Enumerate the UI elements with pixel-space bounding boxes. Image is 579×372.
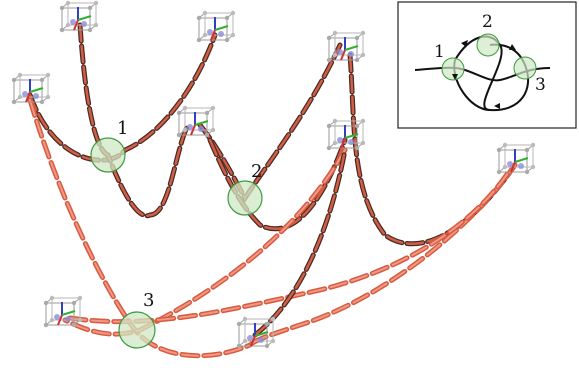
inset-label-1: 1 [434, 42, 445, 62]
strand-c-highlight [198, 43, 342, 201]
cube-module-3 [325, 29, 367, 64]
strand-g-highlight [64, 149, 346, 336]
crossing-label-2: 2 [251, 161, 262, 182]
strand-h-highlight [249, 164, 516, 346]
inset-crossing-3 [513, 56, 537, 80]
cube-module-6 [325, 117, 367, 152]
strand-h [247, 162, 518, 348]
crossing-marker-3 [118, 311, 156, 349]
strand-g [62, 147, 348, 337]
inset-frame [397, 1, 577, 129]
crossing-markers [90, 137, 263, 349]
cube-module-8 [42, 294, 84, 329]
crossing-marker-2 [227, 180, 263, 216]
inset-panel: 1 2 3 [397, 1, 577, 129]
inset-arrows [452, 40, 516, 109]
inset-label-2: 2 [482, 12, 493, 32]
inset-crossing-2 [476, 33, 500, 57]
strand-b [77, 22, 191, 219]
cube-module-7 [495, 141, 537, 176]
crossing-label-1: 1 [117, 118, 128, 139]
crossing-label-3: 3 [143, 290, 154, 311]
inset-crossing-1 [441, 57, 465, 81]
crossing-marker-1 [90, 137, 126, 173]
inset-label-3: 3 [535, 75, 546, 95]
cube-module-5 [175, 104, 217, 139]
strand-b-highlight [78, 23, 190, 217]
strand-c [197, 42, 343, 203]
strand-a-highlight [28, 33, 217, 162]
strand-e-highlight [208, 138, 347, 230]
